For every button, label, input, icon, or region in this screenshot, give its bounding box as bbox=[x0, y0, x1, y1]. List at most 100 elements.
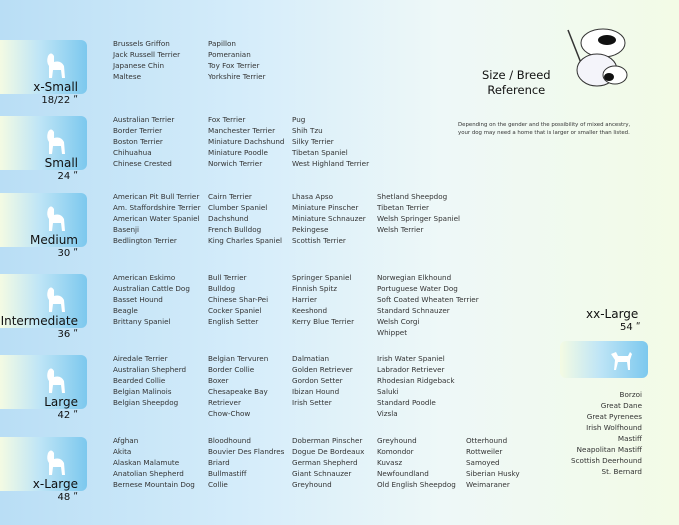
breed-column: American Pit Bull Terrier Am. Staffordshi… bbox=[113, 191, 201, 246]
breed-column: Shetland Sheepdog Tibetan Terrier Welsh Sp… bbox=[377, 191, 460, 235]
breed-name: Boston Terrier bbox=[113, 137, 163, 146]
breed-name: Pekingese bbox=[292, 225, 329, 234]
breed-name: Dogue De Bordeaux bbox=[292, 447, 365, 456]
breed-name: Tibetan Terrier bbox=[377, 203, 429, 212]
breed-column: Afghan Akita Alaskan Malamute Anatolian She… bbox=[113, 435, 195, 490]
size-name: Small bbox=[44, 156, 78, 170]
breed-name: Clumber Spaniel bbox=[208, 203, 268, 212]
size-label-xx-large: xx-Large bbox=[586, 307, 639, 321]
breed-name: Greyhound bbox=[292, 480, 332, 489]
breed-name: Samoyed bbox=[466, 458, 500, 467]
note-line: your dog may need a home that is larger … bbox=[458, 130, 630, 136]
breed-name: Airedale Terrier bbox=[113, 354, 168, 363]
breed-name: Neapolitan Mastiff bbox=[576, 445, 642, 454]
breed-name: Bloodhound bbox=[208, 436, 251, 445]
size-band-x-small bbox=[0, 40, 87, 94]
size-band-small bbox=[0, 116, 87, 170]
breed-name: Collie bbox=[208, 480, 228, 489]
breed-name: Australian Terrier bbox=[113, 115, 175, 124]
size-name: Medium bbox=[30, 233, 78, 247]
breed-name: Beagle bbox=[113, 306, 138, 315]
breed-name: Weimaraner bbox=[466, 480, 510, 489]
breed-name: American Eskimo bbox=[113, 273, 176, 282]
breed-name: Finnish Spitz bbox=[292, 284, 338, 293]
breed-name: Bull Terrier bbox=[208, 273, 247, 282]
breed-name: Saluki bbox=[377, 387, 399, 396]
breed-name: Japanese Chin bbox=[113, 61, 165, 70]
breed-column: Norwegian Elkhound Portuguese Water Dog So… bbox=[377, 272, 479, 338]
breed-name: Chihuahua bbox=[113, 148, 152, 157]
breed-name: Retriever bbox=[208, 398, 241, 407]
breed-name: Doberman Pinscher bbox=[292, 436, 363, 445]
breed-name: Bedlington Terrier bbox=[113, 236, 177, 245]
breed-name: Ibizan Hound bbox=[292, 387, 340, 396]
breed-name: Norwich Terrier bbox=[208, 159, 263, 168]
size-height: 18/22 ʺ bbox=[41, 95, 78, 106]
breed-name: Kerry Blue Terrier bbox=[292, 317, 355, 326]
breed-name: Harrier bbox=[292, 295, 317, 304]
breed-name: Rhodesian Ridgeback bbox=[377, 376, 455, 385]
breed-name: Great Dane bbox=[600, 401, 642, 410]
breed-name: Am. Staffordshire Terrier bbox=[113, 203, 201, 212]
maltese-silhouette-icon bbox=[47, 129, 65, 154]
breed-name: Chesapeake Bay bbox=[208, 387, 268, 396]
breed-name: Manchester Terrier bbox=[208, 126, 276, 135]
breed-name: Irish Wolfhound bbox=[586, 423, 642, 432]
breed-name: Jack Russell Terrier bbox=[113, 50, 181, 59]
breed-name: Borzoi bbox=[619, 390, 642, 399]
breed-name: Soft Coated Wheaten Terrier bbox=[377, 295, 479, 304]
breed-name: Miniature Schnauzer bbox=[292, 214, 366, 223]
breed-column: American Eskimo Australian Cattle Dog Bass… bbox=[113, 272, 190, 327]
size-label-x-small: x-Small 18/22 ʺ bbox=[0, 80, 78, 108]
breed-column: Doberman Pinscher Dogue De Bordeaux German… bbox=[292, 435, 364, 490]
size-band-xx-large bbox=[560, 341, 648, 378]
breed-name: Belgian Malinois bbox=[113, 387, 172, 396]
size-label-large: Large 42 ʺ bbox=[0, 395, 78, 423]
size-height: 30 ʺ bbox=[57, 248, 78, 259]
breed-name: Rottweiler bbox=[466, 447, 503, 456]
breed-name: German Shepherd bbox=[292, 458, 358, 467]
breed-name: Anatolian Shepherd bbox=[113, 469, 184, 478]
breed-name: Kuvasz bbox=[377, 458, 403, 467]
breed-name: Golden Retriever bbox=[292, 365, 353, 374]
size-height: 24 ʺ bbox=[57, 171, 78, 182]
breed-name: Cocker Spaniel bbox=[208, 306, 262, 315]
breed-name: Basenji bbox=[113, 225, 140, 234]
size-height-xx-large: 54 ʺ bbox=[620, 322, 641, 333]
breed-name: Alaskan Malamute bbox=[113, 458, 180, 467]
breed-name: Border Terrier bbox=[113, 126, 163, 135]
size-name: x-Small bbox=[33, 80, 78, 94]
breed-name: Welsh Corgi bbox=[377, 317, 420, 326]
breed-name: King Charles Spaniel bbox=[208, 236, 282, 245]
breed-column: Lhasa Apso Miniature Pinscher Miniature Sc… bbox=[292, 191, 366, 246]
breed-name: Miniature Poodle bbox=[208, 148, 268, 157]
breed-name: Shetland Sheepdog bbox=[377, 192, 448, 201]
breed-name: Shih Tzu bbox=[292, 126, 323, 135]
breed-name: Keeshond bbox=[292, 306, 328, 315]
breed-name: Belgian Tervuren bbox=[208, 354, 269, 363]
breed-name: Standard Schnauzer bbox=[377, 306, 450, 315]
breed-name: Brittany Spaniel bbox=[113, 317, 171, 326]
breed-name: Giant Schnauzer bbox=[292, 469, 352, 478]
breed-column: Bull Terrier Bulldog Chinese Shar-Pei Cocke… bbox=[208, 272, 268, 327]
disclaimer-note: Depending on the gender and the possibil… bbox=[458, 121, 630, 137]
breed-name: Whippet bbox=[377, 328, 408, 337]
size-band-medium bbox=[0, 193, 87, 247]
breed-name: Chinese Shar-Pei bbox=[208, 295, 269, 304]
note-line: Depending on the gender and the possibil… bbox=[458, 122, 631, 128]
breed-name: American Pit Bull Terrier bbox=[113, 192, 200, 201]
size-height: 36 ʺ bbox=[57, 329, 78, 340]
breed-name: Maltese bbox=[113, 72, 142, 81]
breed-name: French Bulldog bbox=[208, 225, 262, 234]
breed-name: Dalmatian bbox=[292, 354, 330, 363]
breed-name: Brussels Griffon bbox=[113, 39, 170, 48]
cartoon-dog-with-pointer-icon bbox=[567, 28, 628, 87]
breed-column: Belgian Tervuren Border Collie Boxer Chesap… bbox=[208, 353, 268, 419]
size-height: 42 ʺ bbox=[57, 410, 78, 421]
westie-silhouette-icon bbox=[47, 206, 65, 231]
breed-name: Toy Fox Terrier bbox=[208, 61, 260, 70]
breed-name: Chow-Chow bbox=[208, 409, 251, 418]
akita-silhouette-icon bbox=[47, 450, 65, 475]
breed-column: Dalmatian Golden Retriever Gordon Setter Ib… bbox=[292, 353, 353, 408]
